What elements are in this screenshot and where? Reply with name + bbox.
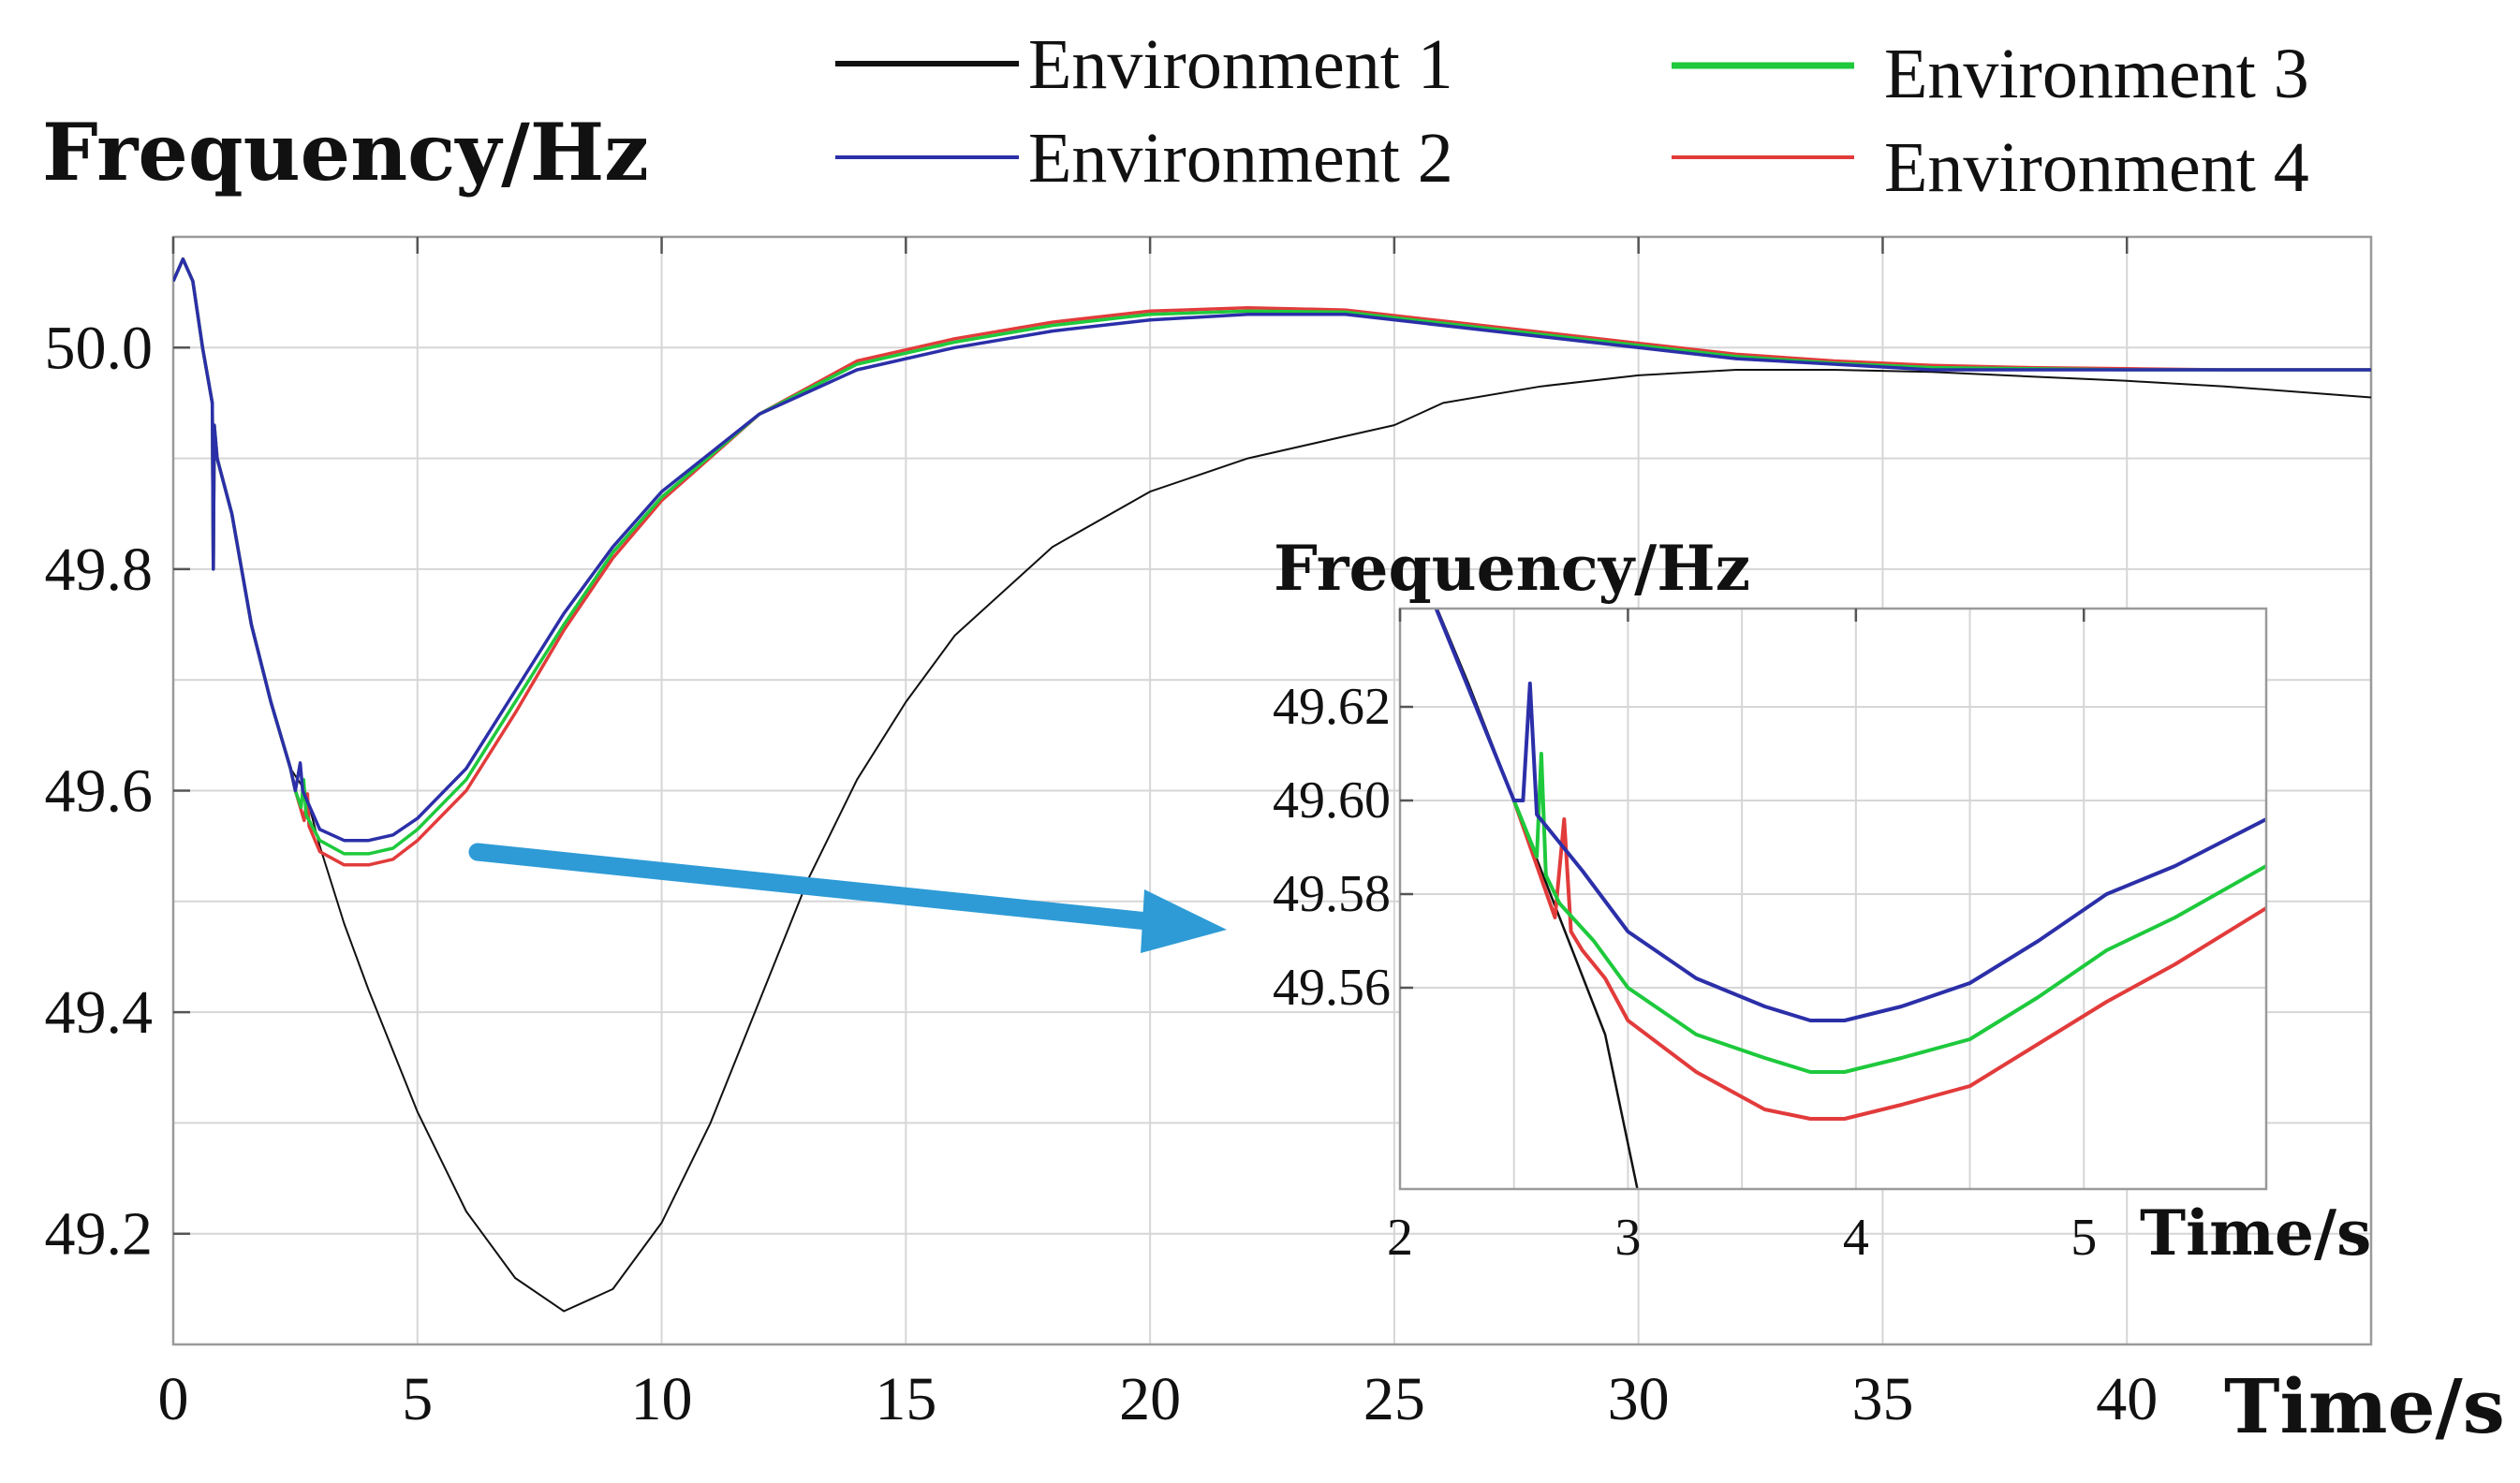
main-y-tick-label-49-2: 49.2: [45, 1200, 154, 1269]
main-x-tick-label-10: 10: [631, 1365, 693, 1433]
main-y-tick-label-50-0: 50.0: [45, 314, 154, 382]
main-x-tick-label-30: 30: [1608, 1365, 1670, 1433]
main-x-axis-label: Time/s: [2224, 1362, 2505, 1450]
inset-x-tick-label-4: 4: [1843, 1209, 1869, 1267]
main-y-axis-label: Frequency/Hz: [42, 106, 649, 198]
inset-x-tick-label-3: 3: [1614, 1209, 1641, 1267]
main-series-environment-2: [173, 257, 2371, 843]
main-x-tick-label-40: 40: [2096, 1365, 2158, 1433]
inset-x-axis-label: Time/s: [2140, 1197, 2371, 1270]
main-y-tick-label-49-4: 49.4: [45, 978, 154, 1047]
main-y-ticks: 49.2 49.4 49.6 49.8 50.0: [45, 314, 190, 1269]
inset-plot-frame: [1398, 607, 2268, 1191]
main-x-tick-label-5: 5: [402, 1365, 433, 1433]
inset-y-tick-label-49-60: 49.60: [1273, 771, 1391, 830]
main-x-tick-label-15: 15: [875, 1365, 936, 1433]
main-x-tick-label-35: 35: [1851, 1365, 1913, 1433]
main-y-tick-label-49-8: 49.8: [45, 536, 154, 604]
inset-series-environment-4: [1511, 800, 2266, 1121]
inset-y-axis-label: Frequency/Hz: [1274, 532, 1750, 605]
inset-y-tick-label-49-62: 49.62: [1273, 678, 1391, 736]
inset-x-ticks: 2 3 4 5: [1387, 609, 2097, 1267]
inset-x-tick-label-5: 5: [2071, 1209, 2097, 1267]
main-y-tick-label-49-6: 49.6: [45, 757, 154, 826]
inset-series-environment-2: [1434, 609, 2266, 1022]
legend-label-environment-4: Environment 4: [1884, 128, 2309, 207]
main-x-ticks: 0 5 10 15 20 25 30 35 40: [158, 237, 2158, 1433]
main-x-tick-label-20: 20: [1119, 1365, 1181, 1433]
legend: Environment 1 Environment 2 Environment …: [835, 25, 2309, 207]
main-x-tick-label-25: 25: [1363, 1365, 1425, 1433]
main-x-tick-label-0: 0: [158, 1365, 189, 1433]
legend-label-environment-1: Environment 1: [1028, 25, 1453, 104]
inset-y-tick-label-49-56: 49.56: [1273, 959, 1391, 1017]
inset-y-ticks: 49.56 49.58 49.60 49.62: [1273, 678, 1413, 1017]
inset-background: [1400, 609, 2266, 1189]
zoom-arrow: [468, 843, 1227, 953]
inset-x-tick-label-2: 2: [1387, 1209, 1413, 1267]
legend-label-environment-2: Environment 2: [1028, 119, 1453, 198]
inset-series-group: [1434, 609, 2266, 1189]
legend-label-environment-3: Environment 3: [1884, 35, 2309, 113]
inset-series-environment-3: [1511, 752, 2266, 1074]
inset-y-tick-label-49-58: 49.58: [1273, 865, 1391, 923]
main-series-group: [173, 257, 2371, 1313]
